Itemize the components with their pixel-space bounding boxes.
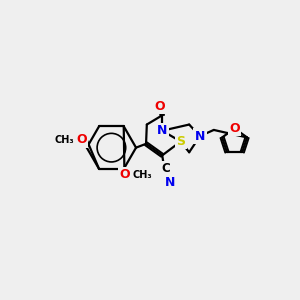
Text: O: O	[229, 122, 240, 135]
Text: N: N	[165, 176, 175, 189]
Text: O: O	[119, 168, 130, 181]
Text: CH₃: CH₃	[132, 169, 152, 180]
Text: CH₃: CH₃	[54, 135, 74, 145]
Text: C: C	[162, 162, 170, 175]
Text: S: S	[176, 135, 185, 148]
Text: N: N	[195, 130, 205, 142]
Text: N: N	[157, 124, 167, 137]
Text: O: O	[76, 134, 87, 146]
Text: O: O	[154, 100, 165, 112]
